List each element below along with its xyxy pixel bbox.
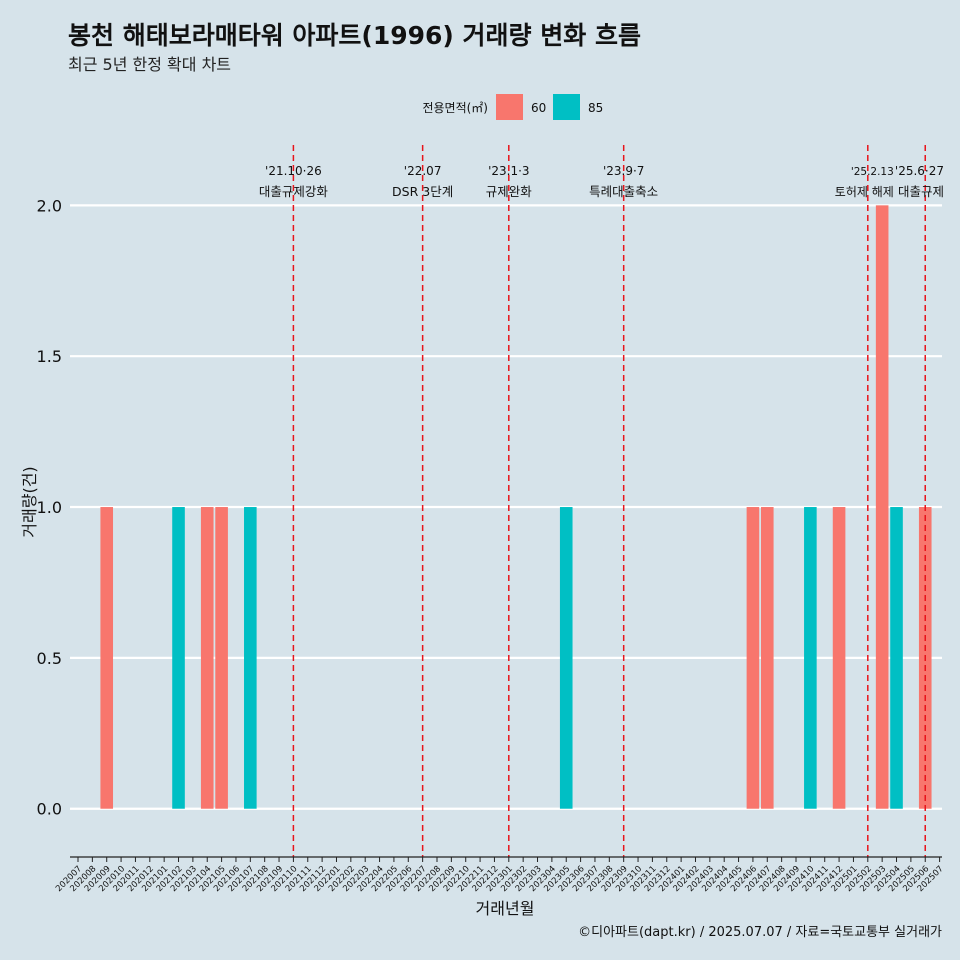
- y-tick-label: 1.0: [37, 498, 62, 517]
- y-tick-label: 2.0: [37, 196, 62, 215]
- bar: [875, 205, 889, 809]
- event-date: '23.1·3: [488, 164, 529, 178]
- event-label: 특례대출축소: [589, 184, 658, 199]
- y-tick-label: 1.5: [37, 347, 62, 366]
- event-label: DSR 3단계: [392, 184, 453, 199]
- bars: [100, 205, 932, 809]
- bar: [100, 507, 114, 809]
- event-lines: '21.10·26 대출규제강화 '22.07 DSR 3단계 '23.1·3 규제완화 '…: [259, 145, 944, 857]
- bar: [215, 507, 228, 809]
- event-label: 토허제 해제: [835, 185, 894, 199]
- legend: 60 85: [496, 94, 603, 120]
- legend-swatch: [553, 94, 580, 120]
- event-date: '25.2.13: [851, 166, 894, 178]
- chart-title: 봉천 해태보라매타워 아파트(1996) 거래량 변화 흐름: [68, 21, 641, 50]
- event-label: 규제완화: [486, 184, 533, 199]
- bar: [890, 507, 903, 809]
- event-label: 대출규제강화: [259, 184, 329, 199]
- legend-label: 85: [588, 101, 603, 115]
- event-date: '21.10·26: [265, 164, 322, 178]
- y-tick-label: 0.5: [37, 649, 62, 668]
- legend-label: 60: [531, 101, 546, 115]
- bar: [832, 507, 846, 809]
- bar: [172, 507, 185, 809]
- chart-subtitle: 최근 5년 한정 확대 차트: [68, 55, 231, 74]
- x-axis-label: 거래년월: [476, 899, 535, 918]
- y-tick-label: 0.0: [37, 800, 62, 819]
- y-axis: 0.0 0.5 1.0 1.5 2.0: [37, 196, 62, 818]
- legend-swatch: [496, 94, 523, 120]
- event-date: '25.6·27: [895, 164, 944, 178]
- event-label: 대출규제: [898, 184, 944, 199]
- bar: [200, 507, 214, 809]
- caption: ©디아파트(dapt.kr) / 2025.07.07 / 자료=국토교통부 실…: [578, 925, 942, 940]
- legend-title: 전용면적(㎡): [422, 101, 488, 115]
- bar: [746, 507, 760, 809]
- y-axis-label: 거래량(건): [20, 466, 39, 537]
- bar: [244, 507, 257, 809]
- bar: [760, 507, 774, 809]
- bar: [804, 507, 817, 809]
- event-date: '22.07: [404, 164, 442, 178]
- x-axis: 2020072020082020092020102020112020122021…: [54, 856, 946, 894]
- bar: [559, 507, 573, 809]
- event-date: '23.9·7: [603, 164, 644, 178]
